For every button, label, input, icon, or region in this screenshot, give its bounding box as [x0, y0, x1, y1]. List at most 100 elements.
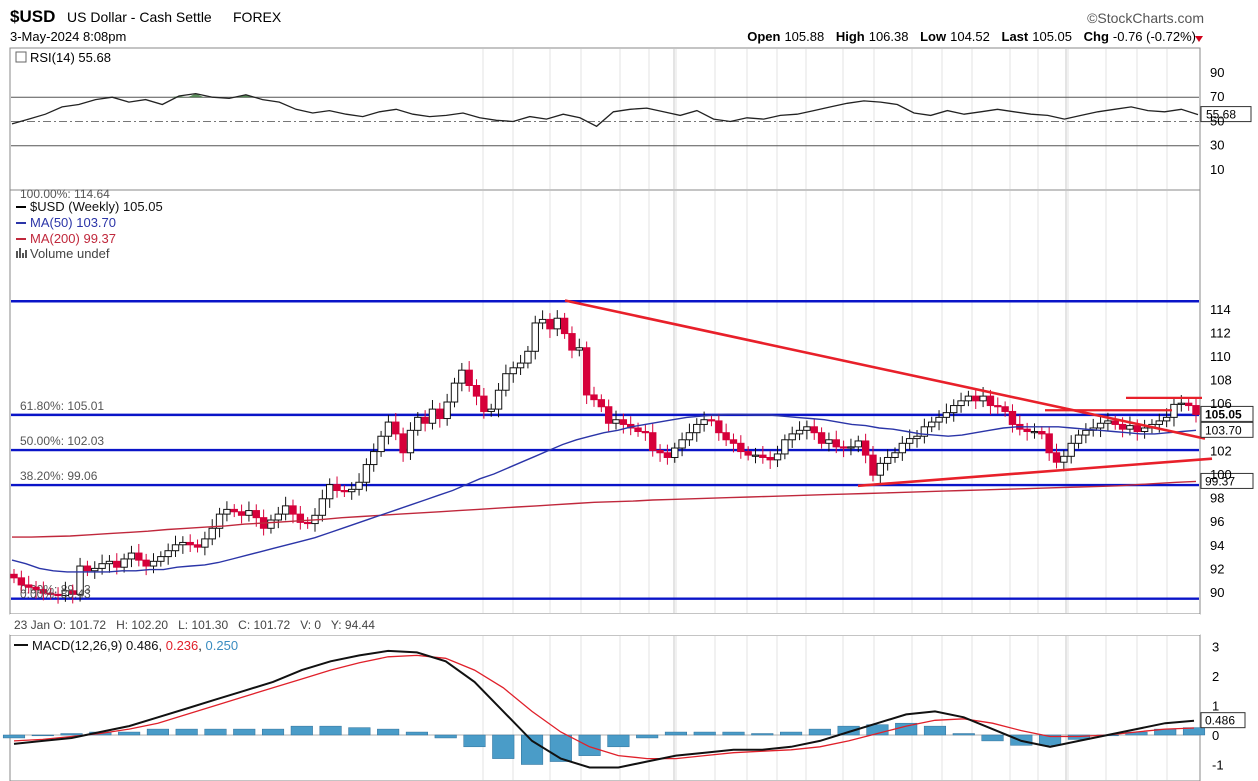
- candle: [201, 531, 209, 556]
- volume-label: Volume undef: [30, 246, 110, 261]
- candle: [83, 560, 92, 577]
- price-tick-label: 102: [1210, 443, 1232, 458]
- candle: [516, 354, 525, 375]
- macd-tick-label: 3: [1212, 640, 1219, 655]
- macd-histogram-bar: [1067, 734, 1090, 740]
- candle-body: [230, 508, 238, 513]
- macd-histogram-bar: [521, 734, 544, 765]
- candle: [421, 410, 429, 432]
- candle-body: [362, 464, 371, 483]
- candle-body: [414, 416, 422, 431]
- signal-line: [13, 654, 1195, 760]
- candle: [707, 414, 716, 427]
- rsi-value-tag: [1200, 106, 1252, 123]
- macd-histogram-bar: [636, 734, 659, 739]
- candle: [179, 536, 187, 554]
- candle: [1023, 422, 1031, 441]
- candle-body: [751, 454, 760, 457]
- brand-logo[interactable]: ©StockCharts.com: [1087, 10, 1204, 26]
- candle-body: [318, 498, 327, 516]
- macd-histogram-bar: [348, 727, 371, 736]
- candle: [546, 313, 554, 338]
- candle-body: [17, 577, 26, 586]
- candle: [751, 447, 760, 464]
- candle: [245, 501, 253, 522]
- rsi-tick-label: 10: [1210, 162, 1224, 177]
- macd-histogram-bar: [146, 728, 169, 736]
- candle: [1060, 450, 1068, 472]
- macd-histogram-bar: [319, 725, 342, 736]
- candle-body: [377, 435, 385, 453]
- candle-body: [1184, 402, 1193, 407]
- candle-body: [553, 317, 561, 330]
- candle-body: [443, 401, 451, 420]
- candle: [575, 338, 584, 357]
- macd-title: MACD(12,26,9): [32, 638, 122, 653]
- candle-body: [678, 439, 686, 449]
- ma200-label: MA(200) 99.37: [30, 231, 116, 246]
- candle-body: [546, 318, 554, 330]
- candle: [230, 504, 238, 518]
- macd-histogram-bar: [664, 731, 687, 736]
- macd-tick-label: 2: [1212, 669, 1219, 684]
- candle-body: [465, 369, 473, 387]
- candle-body: [1104, 420, 1112, 424]
- ma200-tag-text: 99.37: [1205, 474, 1235, 488]
- candle: [869, 446, 877, 482]
- candle: [656, 444, 664, 462]
- candle-body: [612, 419, 620, 424]
- candle-body: [839, 446, 848, 449]
- candle-body: [157, 556, 165, 562]
- candle: [729, 433, 738, 453]
- candle-body: [590, 394, 598, 401]
- candle-body: [986, 395, 995, 407]
- candle: [1104, 412, 1112, 431]
- candle: [348, 482, 356, 500]
- candle: [215, 507, 224, 538]
- candle: [957, 392, 965, 413]
- candle: [1184, 397, 1193, 411]
- macd-plot: 0.486: [2, 649, 1246, 769]
- rsi-tick-label: 30: [1210, 138, 1224, 153]
- candle-body: [215, 513, 224, 529]
- candle-body: [1162, 416, 1171, 422]
- candle: [612, 410, 620, 430]
- price-tick-label: 114: [1210, 302, 1231, 317]
- price-tick-label: 92: [1210, 561, 1224, 576]
- candle: [700, 411, 708, 432]
- candle: [274, 506, 282, 529]
- rsi-tick-label: 50: [1210, 113, 1224, 128]
- candle-body: [905, 438, 914, 444]
- candle-body: [861, 440, 870, 456]
- hist-value: 0.250: [206, 638, 239, 653]
- candle-body: [458, 369, 466, 384]
- macd-line: [13, 649, 1195, 769]
- downtrend-line: [564, 299, 1206, 440]
- candle: [465, 361, 473, 392]
- candle-body: [810, 426, 818, 434]
- ma200-tag-box: [1200, 472, 1254, 489]
- candle: [964, 390, 973, 407]
- candle: [788, 426, 796, 448]
- high-label: High: [836, 29, 865, 44]
- candle-body: [296, 513, 305, 523]
- candle: [942, 403, 951, 424]
- candle: [61, 581, 70, 602]
- candle-body: [1111, 420, 1119, 425]
- candle: [876, 457, 885, 485]
- candle: [524, 345, 532, 369]
- candle: [883, 449, 892, 471]
- candle: [355, 473, 363, 496]
- candle-body: [1045, 433, 1053, 454]
- rsi-legend-icon: [15, 51, 27, 63]
- candle-body: [472, 385, 481, 397]
- candle: [208, 519, 216, 546]
- candle-body: [560, 317, 569, 335]
- candle-body: [663, 452, 672, 458]
- candle-body: [502, 373, 510, 391]
- candle: [817, 427, 826, 449]
- candle-body: [715, 420, 723, 434]
- macd-histogram-bar: [405, 731, 428, 736]
- candle-body: [935, 416, 943, 423]
